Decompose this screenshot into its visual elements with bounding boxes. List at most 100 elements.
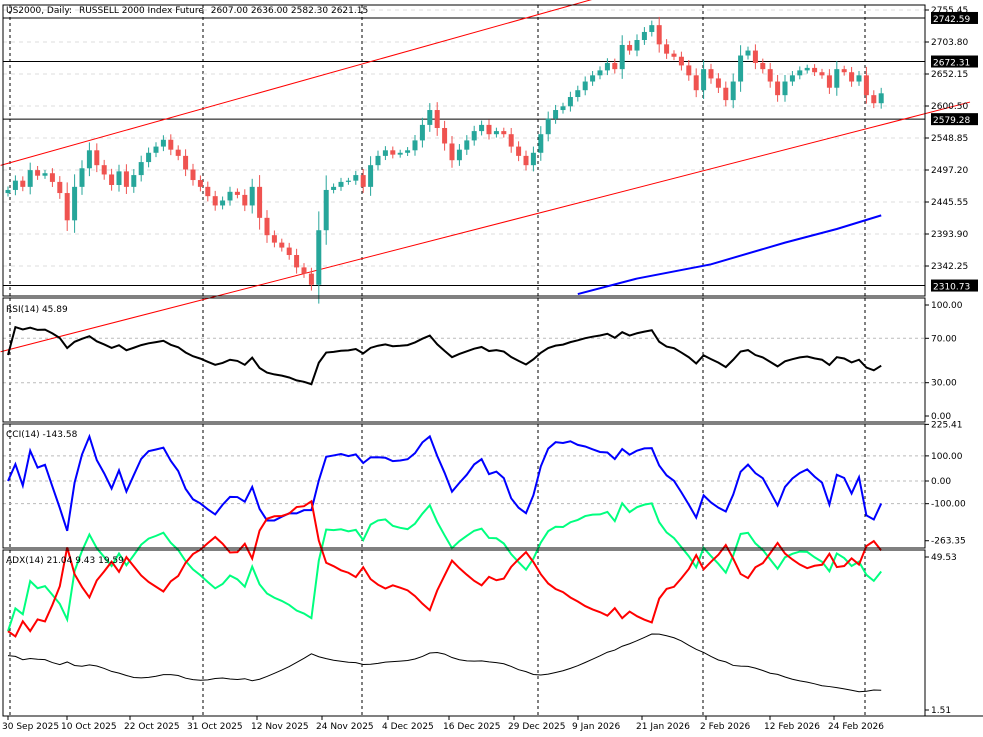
y-tick-label: 100.00 [931, 301, 963, 311]
candle-body [767, 69, 773, 82]
chart-title: US2000, Daily: RUSSELL 2000 Index Future… [6, 6, 368, 16]
price-level-label: 2310.73 [933, 283, 970, 293]
candle-body [456, 149, 462, 161]
candle-body [86, 150, 92, 169]
y-tick-label: 2548.85 [931, 134, 968, 144]
candle-body [49, 173, 55, 182]
candle-body [604, 62, 610, 71]
x-tick-label: 31 Oct 2025 [187, 722, 243, 732]
candle-body [530, 152, 536, 166]
candle-body [42, 173, 48, 176]
candle-body [715, 78, 721, 88]
candle-body [516, 146, 522, 156]
candle-body [634, 40, 640, 51]
candle-body [116, 171, 122, 185]
cci-line [7, 433, 883, 532]
y-tick-label: 70.00 [931, 334, 957, 344]
y-tick-label: -100.00 [931, 500, 966, 510]
candle-body [752, 50, 758, 63]
x-tick-label: 21 Jan 2026 [636, 722, 690, 732]
candle-body [20, 180, 26, 187]
candle-body [627, 44, 633, 51]
rsi-line [7, 325, 882, 386]
candle-body [138, 162, 144, 176]
candle-body [738, 55, 744, 82]
x-tick-label: 22 Oct 2025 [124, 722, 180, 732]
candle-body [560, 106, 566, 111]
candle-body [79, 168, 85, 187]
candle-body [471, 131, 477, 141]
candle-body [582, 81, 588, 91]
candle-body [382, 150, 388, 156]
x-tick-label: 10 Oct 2025 [61, 722, 117, 732]
candle-body [782, 81, 788, 96]
candle-body [316, 230, 322, 285]
rsi-panel[interactable] [7, 325, 882, 386]
y-tick-label: 30.00 [931, 379, 957, 389]
candle-body [390, 150, 396, 155]
y-tick-label: 2445.55 [931, 198, 968, 208]
candle-body [35, 170, 41, 176]
candle-body [826, 75, 832, 88]
candle-body [508, 134, 514, 147]
candle-body [479, 124, 485, 132]
candle-body [619, 44, 625, 70]
candle-body [427, 110, 433, 125]
x-tick-label: 29 Dec 2025 [508, 722, 566, 732]
candle-body [841, 69, 847, 73]
candle-body [160, 139, 166, 147]
cci-panel[interactable] [7, 433, 883, 532]
price-level-label: 2579.28 [933, 116, 970, 126]
candle-body [664, 44, 670, 54]
x-tick-label: 30 Sep 2025 [2, 722, 59, 732]
candle-body [856, 75, 862, 82]
candle-body [686, 65, 692, 76]
candle-body [708, 69, 714, 79]
candle-body [701, 69, 707, 91]
candle-body [153, 146, 159, 153]
candle-body [146, 152, 152, 163]
candle-body [301, 267, 307, 274]
candle-body [331, 186, 337, 190]
candle-body [878, 93, 884, 104]
candle-body [419, 124, 425, 141]
candle-body [819, 72, 825, 76]
candle-body [279, 242, 285, 248]
price-level-badge [931, 113, 978, 126]
y-tick-label: 2600.50 [931, 102, 968, 112]
candle-body [849, 72, 855, 82]
y-tick-label: 2393.90 [931, 230, 968, 240]
candle-body [656, 25, 662, 45]
candle-body [412, 140, 418, 151]
candle-body [501, 131, 507, 135]
candle-body [397, 152, 403, 155]
adx-line [7, 633, 882, 693]
candle-body [567, 97, 573, 107]
x-tick-label: 24 Nov 2025 [316, 722, 374, 732]
candle-body [405, 150, 411, 153]
candle-body [612, 62, 618, 70]
price-level-label: 2672.31 [933, 59, 970, 69]
candle-body [123, 171, 129, 187]
x-tick-label: 24 Feb 2026 [828, 722, 884, 732]
y-tick-label: 2703.80 [931, 38, 968, 48]
price-level-label: 2742.59 [933, 15, 970, 25]
candle-body [338, 181, 344, 187]
candle-body [94, 150, 100, 166]
x-tick-label: 2 Feb 2026 [700, 722, 751, 732]
plus-di-line [7, 501, 882, 632]
candle-body [109, 174, 115, 185]
price-panel[interactable] [0, 0, 971, 353]
candle-body [693, 75, 699, 91]
y-tick-label: 2497.20 [931, 166, 968, 176]
adx-panel[interactable] [7, 499, 882, 693]
price-level-badge [931, 11, 978, 24]
y-tick-label: 49.53 [931, 553, 957, 563]
candle-body [442, 127, 448, 144]
candle-body [190, 169, 196, 181]
candle-body [368, 165, 374, 187]
candle-body [863, 75, 869, 96]
candle-body [12, 180, 18, 190]
candle-body [308, 273, 314, 285]
